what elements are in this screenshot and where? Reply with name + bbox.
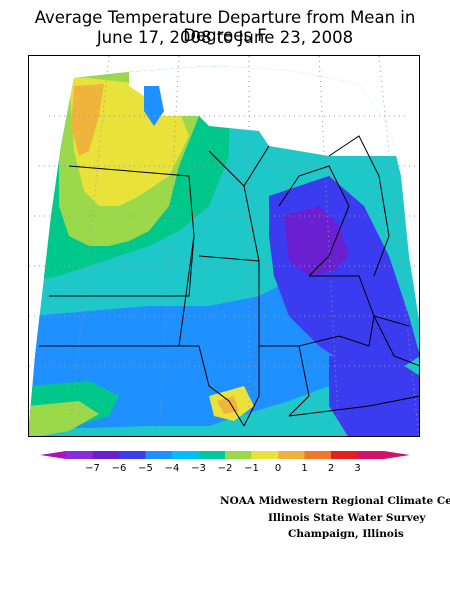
scale-tick-label: −4 bbox=[164, 463, 180, 474]
color-scale-bar bbox=[40, 451, 410, 459]
scale-segment bbox=[225, 451, 252, 459]
state-boundaries bbox=[39, 135, 419, 427]
scale-tick-label: −7 bbox=[85, 463, 100, 474]
scale-segment bbox=[92, 451, 120, 459]
credit-isws: Illinois State Water Survey bbox=[268, 512, 426, 524]
map-title-line1: Average Temperature Departure from Mean … bbox=[34, 8, 416, 45]
scale-tick-label: 3 bbox=[354, 463, 361, 474]
scale-tick-label: −2 bbox=[217, 463, 233, 474]
scale-tick-label: 0 bbox=[274, 463, 282, 474]
scale-segment bbox=[251, 451, 279, 459]
credit-noaa: NOAA Midwestern Regional Climate Cent bbox=[220, 495, 450, 507]
band-south-0 bbox=[217, 396, 239, 414]
scale-segment bbox=[119, 451, 146, 459]
scale-tick-label: −3 bbox=[191, 463, 206, 474]
scale-tick-label: 2 bbox=[327, 463, 335, 474]
scale-segment bbox=[198, 451, 226, 459]
map-canvas bbox=[29, 56, 419, 436]
temperature-departure-map bbox=[28, 55, 420, 437]
scale-segment bbox=[172, 451, 199, 459]
scale-tick-label: −6 bbox=[111, 463, 127, 474]
scale-segment bbox=[331, 451, 358, 459]
scale-segment bbox=[304, 451, 332, 459]
scale-segment bbox=[66, 451, 93, 459]
band-0-to-1 bbox=[71, 84, 104, 156]
temperature-field bbox=[29, 66, 419, 436]
band-sw-minus2 bbox=[29, 401, 99, 436]
map-title-line2: June 17, 2008 to June 23, 2008 bbox=[96, 28, 354, 47]
band-minus7-to-minus6 bbox=[284, 206, 349, 276]
scale-segment bbox=[145, 451, 173, 459]
scale-tick-label: −5 bbox=[138, 463, 153, 474]
scale-segment bbox=[357, 451, 385, 459]
scale-tick-label: −1 bbox=[244, 463, 259, 474]
scale-tick-label: 1 bbox=[301, 463, 308, 474]
credit-location: Champaign, Illinois bbox=[288, 528, 404, 540]
scale-segment bbox=[278, 451, 305, 459]
scale-arrow-left bbox=[40, 451, 66, 459]
scale-arrow-right bbox=[384, 451, 410, 459]
band-se-minus6 bbox=[329, 356, 419, 436]
graticule bbox=[29, 56, 419, 436]
